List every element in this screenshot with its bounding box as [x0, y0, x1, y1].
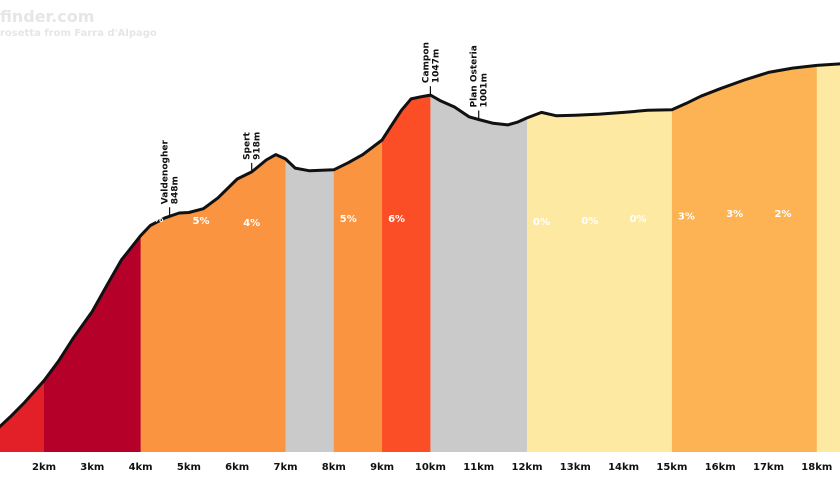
gradient-segment-3 — [286, 0, 335, 452]
x-tick-label: 13km — [560, 462, 591, 473]
gradient-label: 10% — [97, 222, 121, 233]
waypoint-label: Campon 1047m — [421, 42, 441, 83]
gradient-label: 2% — [775, 209, 792, 220]
waypoint-name: Spert — [243, 131, 253, 159]
gradient-label: 8% — [0, 222, 14, 233]
waypoint-name: Campon — [421, 42, 431, 83]
gradient-label: 0% — [630, 214, 647, 225]
waypoint-elevation: 1047m — [431, 49, 441, 83]
waypoint-name: Valdenogher — [161, 140, 171, 205]
waypoint-elevation: 918m — [253, 132, 263, 160]
waypoint-elevation: 1001m — [480, 73, 490, 107]
x-tick-label: 9km — [370, 462, 394, 473]
waypoint-elevation: 848m — [171, 176, 181, 204]
gradient-segment-4 — [334, 0, 383, 452]
gradient-label: 6% — [388, 214, 405, 225]
x-tick-label: 10km — [415, 462, 446, 473]
x-tick-label: 17km — [753, 462, 784, 473]
x-tick-label: 11km — [463, 462, 494, 473]
waypoint-name: Plan Osteria — [470, 45, 480, 107]
x-tick-label: 4km — [129, 462, 153, 473]
gradient-label: 3% — [678, 212, 695, 223]
gradient-label: 4% — [147, 214, 164, 225]
gradient-label: 5% — [340, 214, 357, 225]
x-tick-label: 12km — [512, 462, 543, 473]
x-tick-label: 15km — [656, 462, 687, 473]
x-tick-label: 18km — [801, 462, 832, 473]
waypoint-label: Spert 918m — [243, 131, 263, 159]
x-tick-label: 2km — [32, 462, 56, 473]
x-tick-label: 16km — [705, 462, 736, 473]
x-tick-label: 5km — [177, 462, 201, 473]
x-tick-label: 3km — [80, 462, 104, 473]
waypoint-label: Valdenogher 848m — [161, 140, 181, 205]
waypoint-label: Plan Osteria 1001m — [470, 45, 490, 107]
gradient-label: 0% — [581, 216, 598, 227]
x-tick-label: 6km — [225, 462, 249, 473]
gradient-label: 4% — [243, 218, 260, 229]
x-tick-label: 7km — [273, 462, 297, 473]
gradient-label: 11% — [49, 220, 73, 231]
x-tick-label: 14km — [608, 462, 639, 473]
gradient-label: 5% — [193, 216, 210, 227]
x-tick-label: 8km — [322, 462, 346, 473]
x-axis-ticks: 2km 3km 4km 5km 6km 7km 8km 9km 10km 11km 12km 13km… — [32, 462, 832, 473]
gradient-segment-9 — [817, 0, 840, 452]
gradient-segments — [0, 0, 840, 452]
gradient-label: 0% — [533, 217, 550, 228]
gradient-label: 3% — [726, 209, 743, 220]
gradient-segment-2 — [141, 0, 287, 452]
